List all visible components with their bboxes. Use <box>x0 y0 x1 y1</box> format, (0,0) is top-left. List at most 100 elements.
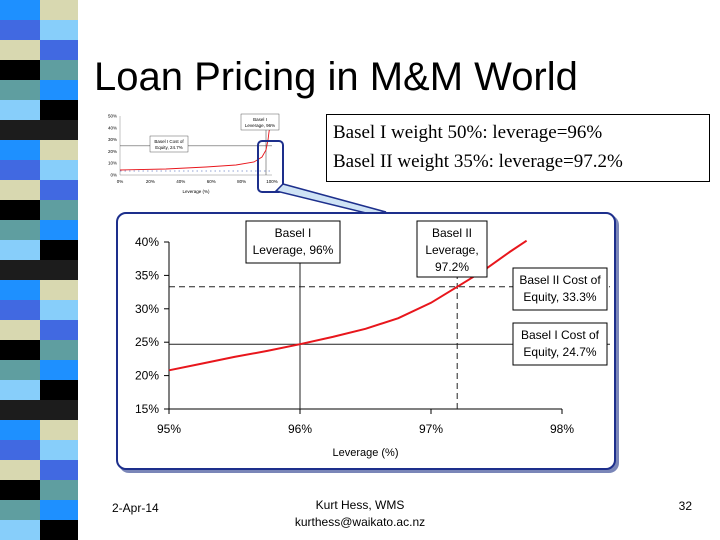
stripe-block-left <box>0 340 40 361</box>
stripe-block-left <box>0 280 40 301</box>
note-basel1: Basel I weight 50%: leverage=96% <box>333 122 603 143</box>
thumb-cost-label-line: Basel I Cost of <box>154 139 184 144</box>
stripe-block-left <box>0 420 40 441</box>
stripe-block-right <box>40 40 78 61</box>
stripe-block-right <box>40 220 78 241</box>
thumb-y-tick-label: 50% <box>108 114 117 119</box>
basel2-leverage-label-box <box>416 220 488 278</box>
stripe-block-left <box>0 120 40 141</box>
y-tick-label: 30% <box>135 302 159 316</box>
thumb-cost-label-line: Equity, 24.7% <box>155 145 182 150</box>
stripe-block-left <box>0 40 40 61</box>
decorative-stripe <box>0 0 78 540</box>
stripe-block-right <box>40 260 78 281</box>
basel2-cost-label-line: Basel II Cost of <box>519 273 601 287</box>
stripe-block-left <box>0 20 40 41</box>
stripe-block-right <box>40 340 78 361</box>
stripe-block-right <box>40 460 78 481</box>
y-tick-label: 35% <box>135 268 159 282</box>
stripe-block-left <box>0 0 40 21</box>
stripe-block-right <box>40 500 78 521</box>
stripe-block-right <box>40 80 78 101</box>
stripe-block-right <box>40 120 78 141</box>
stripe-block-right <box>40 480 78 501</box>
stripe-block-left <box>0 140 40 161</box>
basel1-cost-label-box <box>512 322 608 366</box>
basel2-leverage-label-line: 97.2% <box>435 260 469 274</box>
stripe-block-left <box>0 220 40 241</box>
stripe-block-left <box>0 100 40 121</box>
x-tick-label: 97% <box>419 422 443 436</box>
thumb-basel1-label-line: Basel I <box>253 117 267 122</box>
thumb-x-tick-label: 0% <box>117 179 124 184</box>
stripe-block-right <box>40 100 78 121</box>
thumb-x-tick-label: 80% <box>237 179 246 184</box>
basel2-leverage-label-line: Leverage, <box>425 243 478 257</box>
thumb-basel1-label-box <box>240 113 280 131</box>
stripe-block-right <box>40 60 78 81</box>
thumb-y-tick-label: 0% <box>110 173 117 178</box>
thumb-x-tick-label: 40% <box>176 179 185 184</box>
stripe-block-left <box>0 460 40 481</box>
stripe-block-left <box>0 520 40 540</box>
stripe-block-left <box>0 380 40 401</box>
stripe-block-right <box>40 20 78 41</box>
stripe-block-left <box>0 480 40 501</box>
thumb-y-tick-label: 20% <box>108 149 117 154</box>
x-tick-label: 98% <box>550 422 574 436</box>
basel1-leverage-label-box <box>245 220 341 264</box>
thumb-x-tick-label: 60% <box>207 179 216 184</box>
x-tick-label: 95% <box>157 422 181 436</box>
stripe-block-right <box>40 240 78 261</box>
stripe-block-left <box>0 500 40 521</box>
thumb-y-tick-label: 30% <box>108 137 117 142</box>
stripe-block-right <box>40 420 78 441</box>
stripe-block-right <box>40 200 78 221</box>
stripe-block-left <box>0 180 40 201</box>
basel1-leverage-label-line: Basel I <box>275 226 312 240</box>
page-number: 32 <box>678 499 692 513</box>
stripe-block-left <box>0 440 40 461</box>
stripe-block-left <box>0 300 40 321</box>
stripe-block-left <box>0 400 40 421</box>
stripe-block-left <box>0 80 40 101</box>
stripe-block-right <box>40 320 78 341</box>
footer-author-name: Kurt Hess, WMS <box>315 498 405 512</box>
stripe-block-left <box>0 360 40 381</box>
stripe-block-left <box>0 260 40 281</box>
stripe-block-left <box>0 320 40 341</box>
stripe-block-left <box>0 60 40 81</box>
basel2-leverage-label-line: Basel II <box>432 226 472 240</box>
y-tick-label: 20% <box>135 369 159 383</box>
footer-author-email: kurthess@waikato.ac.nz <box>294 515 426 529</box>
basel1-cost-label-line: Equity, 24.7% <box>523 345 596 359</box>
stripe-block-right <box>40 300 78 321</box>
footer-author: Kurt Hess, WMS kurthess@waikato.ac.nz <box>0 497 720 531</box>
stripe-block-right <box>40 160 78 181</box>
basel2-cost-label-box <box>512 267 608 311</box>
stripe-block-right <box>40 180 78 201</box>
stripe-block-right <box>40 400 78 421</box>
thumb-x-axis-label: Leverage (%) <box>182 189 210 194</box>
x-tick-label: 96% <box>288 422 312 436</box>
stripe-block-right <box>40 0 78 21</box>
leverage-notes: Basel I weight 50%: leverage=96% Basel I… <box>326 114 710 182</box>
footer-date: 2-Apr-14 <box>112 501 159 515</box>
basel1-leverage-label-line: Leverage, 96% <box>253 243 334 257</box>
thumb-x-tick-label: 20% <box>146 179 155 184</box>
thumb-y-tick-label: 10% <box>108 161 117 166</box>
y-tick-label: 40% <box>135 235 159 249</box>
stripe-block-left <box>0 200 40 221</box>
y-tick-label: 15% <box>135 402 159 416</box>
stripe-block-right <box>40 520 78 540</box>
basel1-cost-label-line: Basel I Cost of <box>521 328 600 342</box>
stripe-block-right <box>40 380 78 401</box>
stripe-block-right <box>40 360 78 381</box>
stripe-block-left <box>0 160 40 181</box>
stripe-block-right <box>40 280 78 301</box>
basel2-cost-label-line: Equity, 33.3% <box>523 290 596 304</box>
thumbnail-chart: 50%40%30%20%10%0%0% 20% 40% 60% 80% 100%Lever… <box>108 113 280 194</box>
thumb-basel1-label-line: Leverage, 96% <box>245 123 275 128</box>
stripe-block-right <box>40 140 78 161</box>
